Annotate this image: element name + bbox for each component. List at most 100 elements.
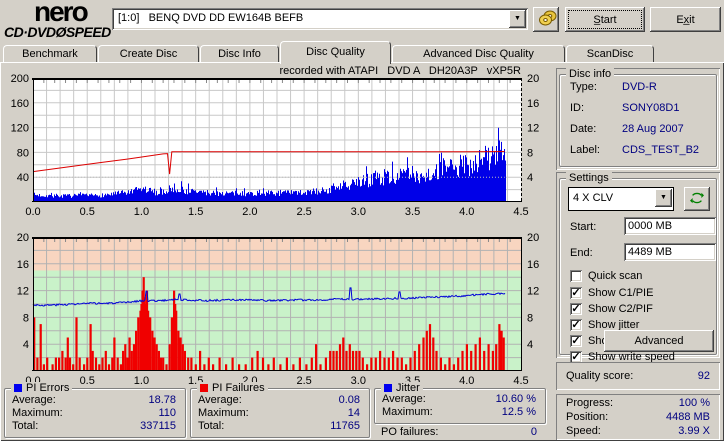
- svg-text:80: 80: [17, 147, 29, 159]
- disc-label-value: CDS_TEST_B2: [622, 144, 700, 156]
- show-jitter-label: Show jitter: [588, 319, 640, 331]
- quality-score-label: Quality score:: [566, 370, 634, 382]
- recorded-with-label: recorded with ATAPI DVD A DH20A3P vXP5R: [279, 65, 522, 77]
- progress-label: Progress:: [566, 397, 614, 409]
- svg-text:8: 8: [23, 312, 29, 324]
- pi-errors-swatch: [14, 384, 22, 392]
- stat-value: 0.08: [338, 394, 360, 406]
- start-position-field[interactable]: 0000 MB: [624, 217, 716, 235]
- stat-label: Average:: [12, 394, 56, 406]
- discs-icon: [539, 10, 557, 26]
- refresh-button[interactable]: [684, 187, 710, 211]
- chevron-down-icon[interactable]: ▼: [655, 189, 672, 207]
- show-write-speed-checkbox[interactable]: ✓: [570, 351, 582, 363]
- start-position-label: Start:: [570, 221, 597, 233]
- speed-select-value: 4 X CLV: [573, 192, 614, 204]
- start-button[interactable]: S̲tart: [565, 7, 645, 32]
- stat-value: 14: [347, 407, 360, 419]
- exit-button[interactable]: Ex̲it: [650, 7, 721, 32]
- svg-text:4.5: 4.5: [513, 206, 528, 218]
- svg-text:2.0: 2.0: [242, 206, 257, 218]
- tab-disc-quality[interactable]: Disc Quality: [280, 41, 391, 64]
- pi-errors-chart: 40 80 120 160 200 4 8 12 16 20 0.0 0.5 1.0 1.5 2.0 2.5 3…: [11, 73, 540, 218]
- svg-text:4.0: 4.0: [459, 375, 474, 387]
- svg-text:200: 200: [11, 73, 29, 85]
- svg-text:12: 12: [527, 123, 539, 135]
- disc-id-label: ID:: [570, 102, 585, 114]
- po-failures-label: PO failures:: [381, 426, 439, 438]
- stat-value: 110: [158, 407, 176, 419]
- svg-text:20: 20: [527, 232, 539, 244]
- disc-info-panel: Disc info Type: DVD-R ID: SONY08D1 Date:…: [556, 68, 720, 170]
- svg-text:4.0: 4.0: [459, 206, 474, 218]
- stat-label: Average:: [382, 393, 426, 405]
- quality-score-value: 92: [697, 370, 710, 382]
- svg-text:1.0: 1.0: [134, 206, 149, 218]
- show-c2-pif-checkbox[interactable]: ✓: [570, 303, 582, 315]
- show-c2-pif-label: Show C2/PIF: [588, 303, 653, 315]
- drive-select[interactable]: [1:0] BENQ DVD DD EW164B BEFB ▼: [112, 8, 528, 30]
- tab-disc-info[interactable]: Disc Info: [200, 45, 279, 63]
- stat-label: Total:: [198, 420, 225, 432]
- stat-label: Maximum:: [12, 407, 63, 419]
- nero-logo-text: nero: [34, 0, 89, 27]
- stat-label: Total:: [12, 420, 39, 432]
- svg-text:0.5: 0.5: [80, 206, 95, 218]
- show-read-speed-checkbox[interactable]: ✓: [570, 335, 582, 347]
- tab-advanced-disc-quality[interactable]: Advanced Disc Quality: [392, 45, 565, 63]
- eject-disc-button[interactable]: [533, 7, 559, 32]
- quick-scan-label: Quick scan: [588, 270, 643, 282]
- show-c1-pie-checkbox[interactable]: ✓: [570, 287, 582, 299]
- quick-scan-checkbox[interactable]: [570, 270, 582, 282]
- end-position-label: End:: [570, 247, 593, 259]
- disc-label-label: Label:: [570, 144, 600, 156]
- disc-date-label: Date:: [570, 123, 597, 135]
- speed-select[interactable]: 4 X CLV ▼: [568, 187, 674, 211]
- svg-text:12: 12: [17, 286, 29, 298]
- svg-text:20: 20: [17, 232, 29, 244]
- disc-id-value: SONY08D1: [622, 102, 680, 114]
- svg-text:160: 160: [11, 98, 29, 110]
- svg-text:4: 4: [23, 339, 29, 351]
- disc-type-label: Type:: [570, 81, 597, 93]
- header-bar: nero CD·DVDØSPEED [1:0] BENQ DVD DD EW16…: [0, 0, 724, 40]
- show-c1-pie-label: Show C1/PIE: [588, 287, 654, 299]
- svg-text:120: 120: [11, 123, 29, 135]
- show-jitter-checkbox[interactable]: ✓: [570, 319, 582, 331]
- pi-errors-stats: PI Errors Average: 18.78 Maximum: 110 Tota…: [4, 382, 186, 438]
- settings-title: Settings: [566, 172, 612, 184]
- stat-value: 11765: [330, 420, 360, 432]
- position-label: Position:: [566, 411, 609, 423]
- disc-type-value: DVD-R: [622, 81, 657, 93]
- svg-text:3.5: 3.5: [405, 206, 420, 218]
- jitter-stats: Jitter Average: 10.60 % Maximum: 12.5 % PO…: [374, 382, 546, 438]
- svg-text:4: 4: [527, 172, 533, 184]
- svg-text:1.5: 1.5: [188, 206, 203, 218]
- refresh-icon: [690, 192, 704, 203]
- pi-errors-title: PI Errors: [26, 382, 70, 394]
- stat-label: Maximum:: [382, 406, 433, 418]
- quality-score-panel: Quality score: 92: [556, 362, 720, 390]
- tab-create-disc[interactable]: Create Disc: [98, 45, 199, 63]
- tab-scandisc[interactable]: ScanDisc: [566, 45, 654, 63]
- svg-text:16: 16: [527, 98, 539, 110]
- tab-benchmark[interactable]: Benchmark: [3, 45, 97, 63]
- svg-text:1.0: 1.0: [134, 375, 149, 387]
- svg-text:16: 16: [527, 259, 539, 271]
- speed-value: 3.99 X: [678, 425, 710, 437]
- pi-failures-stats: PI Failures Average: 0.08 Maximum: 14 Tota…: [190, 382, 370, 438]
- svg-text:8: 8: [527, 147, 533, 159]
- chevron-down-icon[interactable]: ▼: [509, 10, 526, 28]
- speed-label: Speed:: [566, 425, 601, 437]
- progress-panel: Progress: 100 % Position: 4488 MB Speed:…: [556, 394, 720, 440]
- drive-select-value: [1:0] BENQ DVD DD EW164B BEFB: [118, 12, 304, 24]
- svg-text:8: 8: [527, 312, 533, 324]
- advanced-button[interactable]: Advanced: [604, 330, 714, 352]
- svg-text:40: 40: [17, 172, 29, 184]
- svg-text:20: 20: [527, 73, 539, 85]
- end-position-field[interactable]: 4489 MB: [624, 243, 716, 261]
- disc-date-value: 28 Aug 2007: [622, 123, 684, 135]
- jitter-swatch: [384, 384, 392, 392]
- stat-value: 12.5 %: [501, 406, 536, 418]
- svg-text:3.0: 3.0: [351, 206, 366, 218]
